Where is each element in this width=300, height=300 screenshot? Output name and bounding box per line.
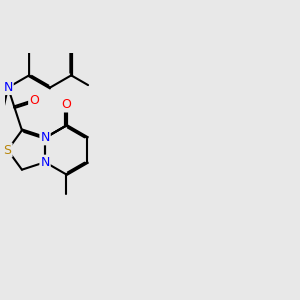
Text: O: O [61, 98, 71, 112]
Text: N: N [3, 81, 13, 94]
Text: N: N [40, 131, 50, 144]
Text: O: O [29, 94, 39, 107]
Text: N: N [40, 156, 50, 169]
Text: S: S [4, 143, 12, 157]
